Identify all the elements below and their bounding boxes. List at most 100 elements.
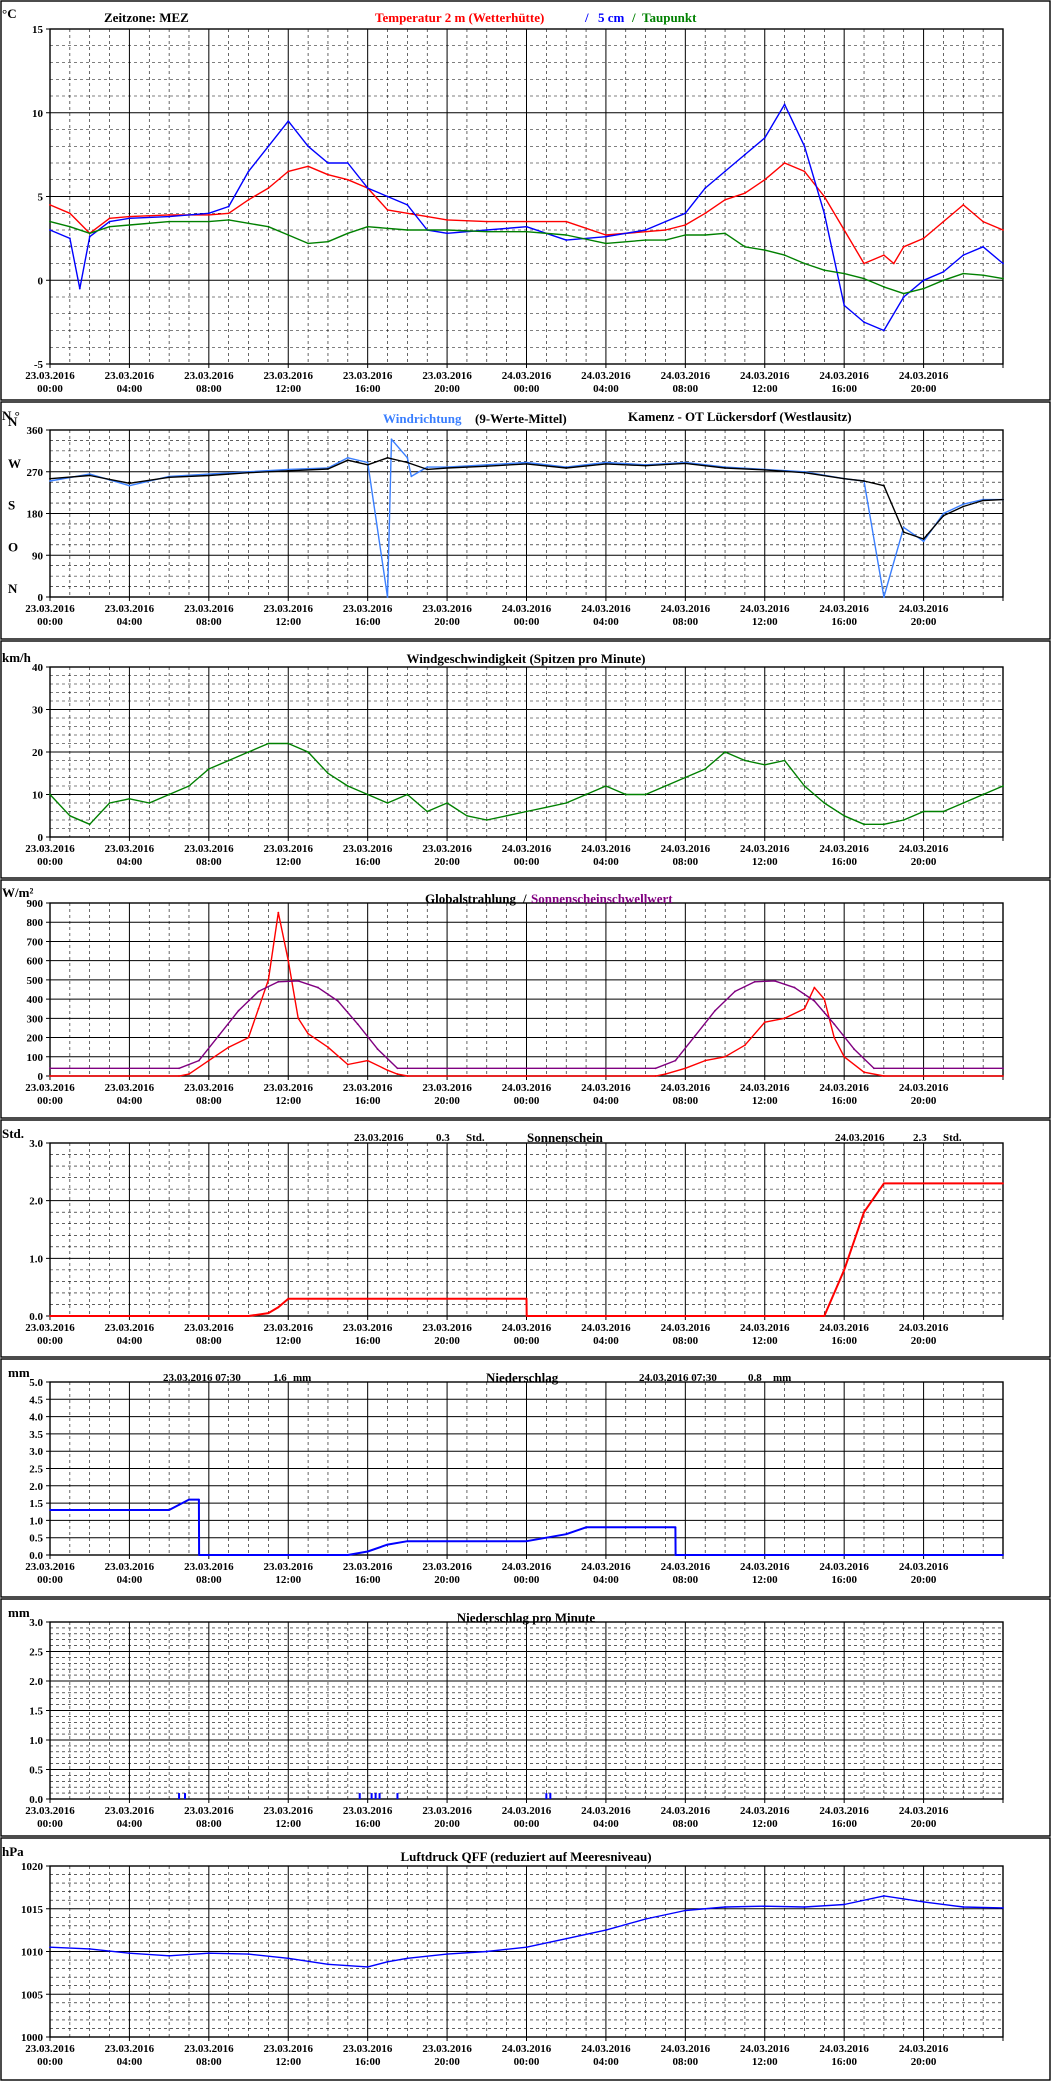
data-point-taupunkt	[684, 234, 687, 236]
pressure-title: Luftdruck QFF (reduziert auf Meeresnivea…	[400, 1849, 651, 1864]
data-point-9-werte-mittel	[446, 467, 448, 469]
data-point-sonnenscheinschwellwert	[1002, 1067, 1004, 1070]
data-point-windrichtung	[410, 475, 413, 478]
x-tick-time: 08:00	[672, 856, 698, 868]
x-tick-time: 04:00	[117, 2056, 143, 2068]
y-tick-label: 100	[27, 1052, 44, 1064]
x-tick-time: 00:00	[37, 856, 63, 868]
wind-direction-series	[49, 438, 1004, 598]
x-tick-date: 23.03.2016	[184, 370, 234, 382]
data-point-sonnenscheinschwellwert	[237, 1009, 240, 1012]
plot-area	[49, 429, 1004, 598]
x-tick-date: 23.03.2016	[343, 1561, 393, 1573]
data-point-luftdruck-qff	[882, 1895, 885, 1897]
y-tick-label: 3.0	[29, 1617, 43, 1629]
data-point-windrichtung	[366, 461, 369, 464]
data-point-temperatur-2-m-wetterh-tte	[128, 215, 131, 218]
data-point-luftdruck-qff	[485, 1950, 488, 1953]
data-point-luftdruck-qff	[763, 1905, 766, 1908]
data-point-9-werte-mittel	[327, 468, 329, 470]
precip-day2-date: 24.03.2016 07:30	[639, 1372, 717, 1384]
precipitation-title: Niederschlag	[486, 1370, 559, 1385]
data-point-sonnenschein	[525, 1297, 528, 1300]
data-point-5-cm	[982, 245, 985, 248]
precip-day2-value: 0.8	[748, 1372, 762, 1384]
data-point-windgeschwindigkeit	[605, 785, 607, 787]
plot-area	[49, 666, 1004, 838]
x-tick-date: 24.03.2016	[819, 370, 869, 382]
data-point-windrichtung	[922, 540, 925, 543]
data-point-windrichtung	[882, 596, 885, 598]
data-point-taupunkt	[565, 234, 568, 236]
data-point-9-werte-mittel	[287, 469, 290, 472]
data-point-5-cm	[644, 229, 647, 231]
data-point-windrichtung	[49, 480, 51, 482]
legend-dewpoint: Taupunkt	[642, 10, 697, 25]
data-point-9-werte-mittel	[803, 471, 806, 474]
x-tick-time: 12:00	[275, 1574, 301, 1586]
compass-letter: S	[8, 498, 15, 513]
y-tick-label: 0.5	[29, 1765, 43, 1777]
data-point-globalstrahlung	[287, 959, 290, 962]
data-point-globalstrahlung	[386, 1069, 389, 1072]
pressure-unit: hPa	[2, 1844, 24, 1859]
x-tick-date: 24.03.2016	[740, 370, 790, 382]
data-point-sonnenscheinschwellwert	[317, 986, 319, 989]
data-point-windgeschwindigkeit	[247, 751, 250, 753]
data-point-windgeschwindigkeit	[446, 802, 448, 804]
x-tick-time: 08:00	[196, 1574, 222, 1586]
x-tick-date: 24.03.2016	[740, 2043, 790, 2055]
x-tick-date: 24.03.2016	[581, 603, 631, 615]
x-tick-date: 24.03.2016	[581, 370, 631, 382]
x-tick-time: 20:00	[434, 1818, 460, 1830]
data-point-temperatur-2-m-wetterh-tte	[386, 209, 389, 211]
y-tick-label: 360	[27, 425, 44, 437]
data-point-temperatur-2-m-wetterh-tte	[902, 245, 905, 248]
data-point-sonnenschein	[1002, 1182, 1004, 1185]
data-point-sonnenscheinschwellwert	[734, 990, 736, 993]
data-point-temperatur-2-m-wetterh-tte	[605, 234, 607, 236]
data-point-5-cm	[962, 254, 965, 257]
data-point-niederschlag	[366, 1550, 369, 1553]
legend-sunshine-threshold: Sonnenscheinschwellwert	[531, 891, 673, 906]
panel-frame	[0, 640, 1051, 879]
data-point-windgeschwindigkeit	[664, 785, 667, 787]
x-tick-time: 04:00	[593, 616, 619, 628]
x-tick-date: 24.03.2016	[502, 1805, 552, 1817]
y-tick-label: 3.0	[29, 1446, 43, 1458]
data-point-5-cm	[664, 220, 667, 223]
panel-global-radiation: 23.03.201600:0023.03.201604:0023.03.2016…	[0, 879, 1051, 1119]
x-tick-time: 16:00	[355, 2056, 381, 2068]
plot-area	[49, 1381, 1004, 1556]
x-tick-date: 24.03.2016	[502, 1322, 552, 1334]
legend-separator-2: /	[631, 10, 636, 25]
data-point-5-cm	[207, 212, 210, 215]
data-point-5-cm	[525, 225, 528, 228]
data-point-temperatur-2-m-wetterh-tte	[843, 229, 846, 231]
data-point-temperatur-2-m-wetterh-tte	[863, 262, 865, 265]
x-tick-time: 16:00	[355, 1335, 381, 1347]
precip-day2-unit: mm	[773, 1372, 791, 1384]
sunshine-day1-value: 0.3	[436, 1132, 450, 1144]
y-tick-label: 800	[27, 917, 44, 929]
x-tick-time: 16:00	[831, 856, 857, 868]
pressure-grid: 23.03.201600:0023.03.201604:0023.03.2016…	[0, 1837, 1051, 2081]
x-tick-date: 23.03.2016	[105, 843, 155, 855]
x-tick-time: 16:00	[355, 856, 381, 868]
x-tick-date: 24.03.2016	[819, 843, 869, 855]
precip-day1-value: 1.6	[273, 1372, 287, 1384]
x-tick-time: 16:00	[831, 1574, 857, 1586]
sunshine-title: Sonnenschein	[527, 1130, 604, 1145]
y-tick-label: 5.0	[29, 1377, 43, 1389]
data-point-5-cm	[346, 162, 349, 164]
data-point-5-cm	[108, 220, 111, 223]
y-tick-label: 700	[27, 936, 44, 948]
x-tick-date: 23.03.2016	[264, 1082, 314, 1094]
y-tick-label: 5	[38, 192, 44, 204]
data-point-windgeschwindigkeit	[922, 810, 925, 813]
data-point-5-cm	[307, 145, 310, 148]
x-tick-date: 24.03.2016	[581, 1805, 631, 1817]
data-point-temperatur-2-m-wetterh-tte	[644, 230, 647, 233]
data-point-temperatur-2-m-wetterh-tte	[168, 214, 171, 216]
x-tick-time: 12:00	[752, 856, 778, 868]
